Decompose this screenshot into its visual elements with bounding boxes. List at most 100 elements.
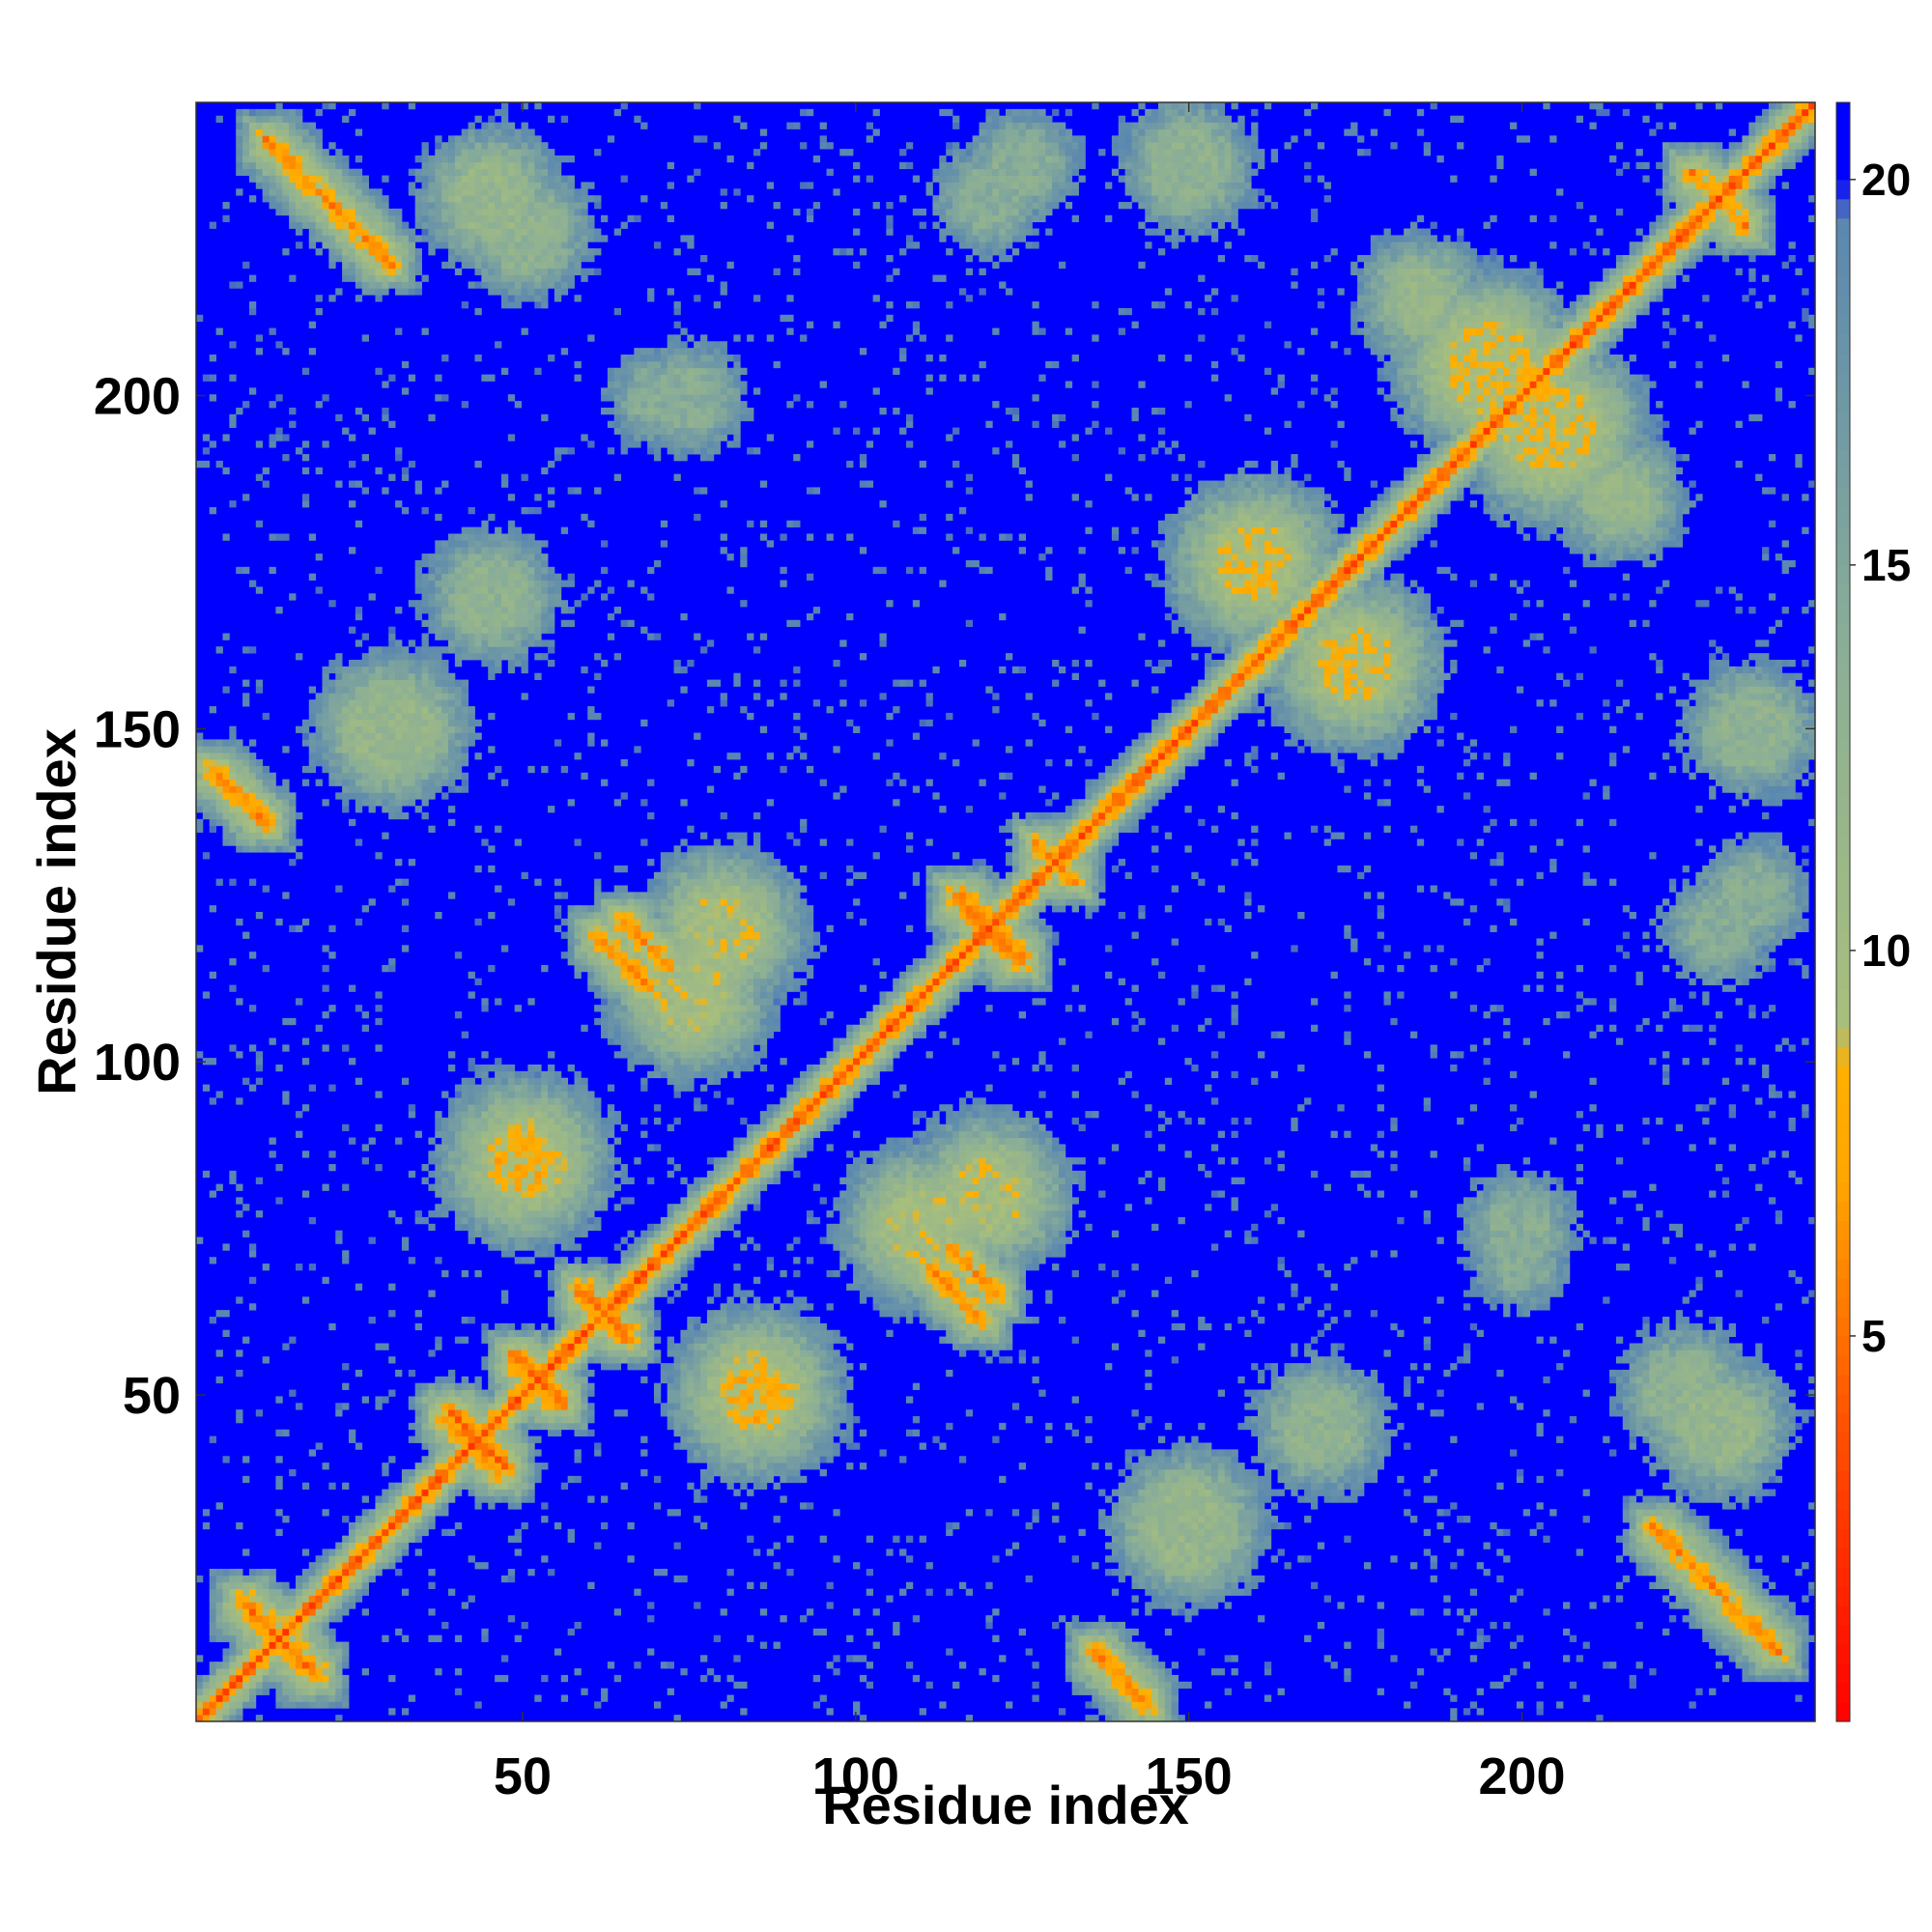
heatmap-cell <box>680 1024 688 1033</box>
heatmap-cell <box>893 998 900 1006</box>
heatmap-cell <box>548 1422 555 1431</box>
heatmap-cell <box>726 984 734 992</box>
heatmap-cell <box>826 1376 834 1384</box>
heatmap-cell <box>296 1615 303 1623</box>
heatmap-cell <box>435 1502 442 1510</box>
heatmap-cell <box>560 1257 569 1264</box>
heatmap-cell <box>826 1350 834 1357</box>
heatmap-cell <box>627 1243 635 1251</box>
heatmap-cell <box>527 1403 535 1410</box>
heatmap-cell <box>322 1602 329 1609</box>
heatmap-cell <box>806 1216 814 1225</box>
heatmap-cell <box>408 1694 416 1702</box>
heatmap-cell <box>301 1694 310 1702</box>
heatmap-cell <box>209 1715 217 1722</box>
heatmap-cell <box>800 1151 808 1158</box>
heatmap-cell <box>541 1111 549 1119</box>
heatmap-cell <box>315 1575 323 1583</box>
heatmap-cell <box>500 1151 509 1158</box>
heatmap-cell <box>468 1204 475 1211</box>
heatmap-cell <box>581 1077 588 1085</box>
heatmap-cell <box>647 1051 655 1059</box>
heatmap-cell <box>853 1070 861 1079</box>
heatmap-cell <box>687 1442 695 1450</box>
heatmap-cell <box>229 1688 237 1695</box>
heatmap-cell <box>468 1317 475 1324</box>
heatmap-cell <box>421 1389 429 1397</box>
heatmap-cell <box>587 1343 595 1350</box>
heatmap-cell <box>269 1648 276 1656</box>
heatmap-cell <box>946 1521 953 1530</box>
heatmap-cell <box>886 1183 894 1191</box>
heatmap-cell <box>946 1005 953 1012</box>
heatmap-cell <box>541 1329 549 1338</box>
heatmap-cell <box>780 1429 787 1437</box>
heatmap-cell <box>958 1303 967 1311</box>
heatmap-cell <box>574 1369 582 1378</box>
heatmap-cell <box>733 1011 741 1019</box>
heatmap-cell <box>548 1296 555 1304</box>
heatmap-cell <box>859 1269 867 1278</box>
heatmap-cell <box>554 1429 562 1437</box>
heatmap-cell <box>242 1336 250 1344</box>
heatmap-cell <box>647 1031 655 1038</box>
heatmap-cell <box>587 952 595 959</box>
heatmap-cell <box>574 1396 582 1404</box>
heatmap-cell <box>819 1064 827 1072</box>
heatmap-cell <box>899 1005 907 1012</box>
heatmap-cell <box>448 1389 456 1397</box>
heatmap-cell <box>952 958 960 966</box>
heatmap-cell <box>806 1104 814 1112</box>
heatmap-cell <box>481 1130 489 1138</box>
heatmap-cell <box>866 1269 874 1278</box>
heatmap-cell <box>839 1376 847 1384</box>
heatmap-cell <box>527 1389 535 1397</box>
heatmap-cell <box>733 1463 741 1470</box>
heatmap-cell <box>601 984 609 992</box>
heatmap-cell <box>507 1230 516 1237</box>
heatmap-cell <box>428 1634 436 1642</box>
heatmap-cell <box>640 1011 648 1019</box>
heatmap-cell <box>886 1257 894 1264</box>
heatmap-cell <box>574 1230 582 1237</box>
heatmap-cell <box>474 1210 482 1218</box>
heatmap-cell <box>474 978 482 985</box>
heatmap-cell <box>667 1170 674 1179</box>
heatmap-cell <box>806 1329 814 1338</box>
heatmap-cell <box>713 952 722 959</box>
heatmap-cell <box>607 978 615 985</box>
heatmap-cell <box>786 1303 794 1311</box>
heatmap-cell <box>780 1310 787 1318</box>
heatmap-cell <box>308 1701 317 1709</box>
heatmap-cell <box>740 945 748 952</box>
heatmap-cell <box>899 1276 907 1285</box>
heatmap-cell <box>507 1190 516 1198</box>
heatmap-cell <box>726 1442 734 1450</box>
heatmap-cell <box>613 1037 622 1045</box>
heatmap-cell <box>500 1369 509 1378</box>
heatmap-cell <box>786 1130 794 1138</box>
heatmap-cell <box>401 945 410 952</box>
heatmap-cell <box>242 1230 250 1237</box>
heatmap-cell <box>514 1091 522 1098</box>
heatmap-cell <box>759 1482 768 1490</box>
heatmap-cell <box>548 1363 555 1371</box>
heatmap-cell <box>872 1269 880 1278</box>
heatmap-cell <box>706 1463 715 1470</box>
heatmap-cell <box>435 1416 442 1424</box>
heatmap-cell <box>627 1356 635 1364</box>
heatmap-cell <box>667 1343 674 1350</box>
heatmap-cell <box>694 1250 701 1258</box>
heatmap-cell <box>495 1157 502 1165</box>
heatmap-cell <box>946 1137 953 1145</box>
heatmap-cell <box>939 1336 947 1344</box>
heatmap-cell <box>939 1190 947 1198</box>
heatmap-cell <box>574 1204 582 1211</box>
heatmap-cell <box>872 1011 880 1019</box>
heatmap-cell <box>601 1204 609 1211</box>
heatmap-cell <box>527 1137 535 1145</box>
heatmap-cell <box>514 1137 522 1145</box>
heatmap-cell <box>859 1276 867 1285</box>
heatmap-cell <box>634 1588 641 1596</box>
heatmap-cell <box>375 991 383 999</box>
